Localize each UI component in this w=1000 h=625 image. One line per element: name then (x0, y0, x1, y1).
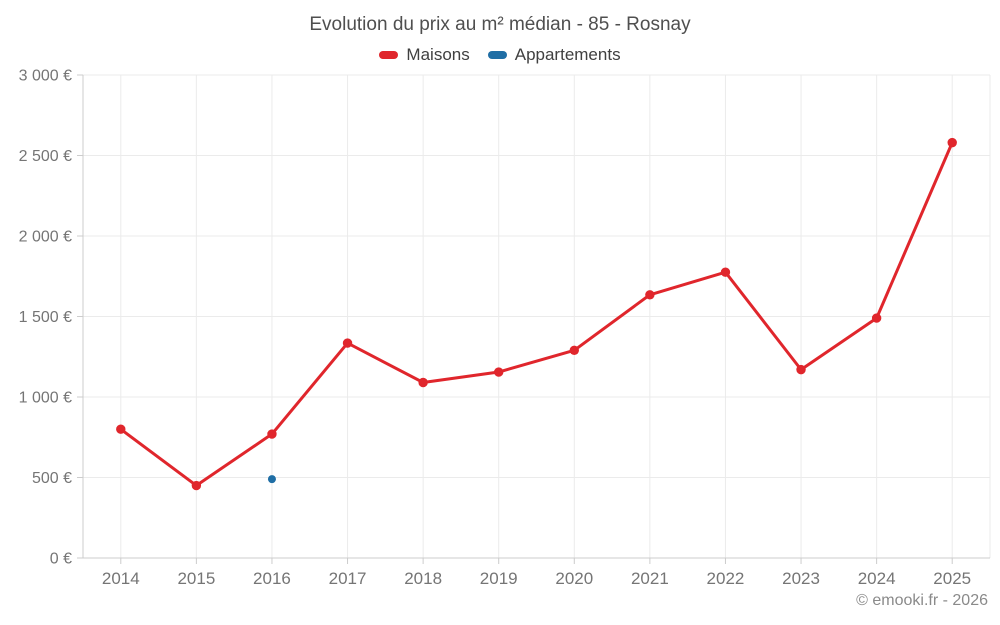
maisons-point-2018[interactable] (418, 377, 428, 388)
maisons-point-2022[interactable] (720, 267, 731, 277)
maisons-point-2017[interactable] (342, 338, 353, 348)
appartements-legend-swatch-icon (487, 51, 507, 59)
y-axis-label-500: 500 € (32, 470, 72, 487)
maisons-point-2021[interactable] (645, 290, 655, 300)
x-axis-label-2017: 2017 (329, 569, 367, 588)
x-axis-label-2025: 2025 (933, 569, 971, 588)
y-axis-label-2000: 2 000 € (19, 229, 72, 246)
maisons-line (119, 141, 954, 488)
appartements-point-2016[interactable] (267, 475, 276, 484)
maisons-point-2024[interactable] (871, 313, 882, 323)
x-axis-label-2022: 2022 (707, 569, 745, 588)
appartements-legend-label: Appartements (514, 45, 621, 64)
y-axis-label-0: 0 € (50, 551, 72, 568)
chart-legend: Maisons Appartements (0, 45, 1000, 65)
maisons-point-2015[interactable] (191, 480, 202, 491)
maisons-point-2014[interactable] (116, 424, 126, 434)
maisons-point-2020[interactable] (569, 345, 579, 356)
x-axis-label-2018: 2018 (404, 569, 442, 588)
legend-item-appartements[interactable]: Appartements (487, 45, 621, 65)
copyright-notice: © emooki.fr - 2026 (856, 592, 988, 609)
x-axis-label-2021: 2021 (631, 569, 669, 588)
x-axis-label-2023: 2023 (782, 569, 820, 588)
maisons-point-2016[interactable] (267, 429, 277, 439)
maisons-point-2019[interactable] (494, 367, 504, 377)
y-axis-label-1000: 1 000 € (19, 390, 72, 407)
x-axis-label-2024: 2024 (858, 569, 896, 588)
x-axis-label-2016: 2016 (253, 569, 291, 588)
y-axis-label-1500: 1 500 € (19, 309, 72, 326)
x-axis-label-2015: 2015 (177, 569, 215, 588)
chart-title: Evolution du prix au m² médian - 85 - Ro… (309, 14, 691, 35)
maisons-legend-label: Maisons (406, 45, 470, 64)
maisons-point-2023[interactable] (796, 364, 806, 375)
maisons-legend-swatch-icon (379, 51, 399, 59)
x-axis-label-2020: 2020 (555, 569, 593, 588)
maisons-point-2025[interactable] (947, 137, 957, 148)
x-axis-label-2019: 2019 (480, 569, 518, 588)
y-axis-label-3000: 3 000 € (19, 68, 72, 85)
x-axis-label-2014: 2014 (102, 569, 140, 588)
legend-item-maisons[interactable]: Maisons (379, 45, 470, 65)
y-axis-label-2500: 2 500 € (19, 148, 72, 165)
